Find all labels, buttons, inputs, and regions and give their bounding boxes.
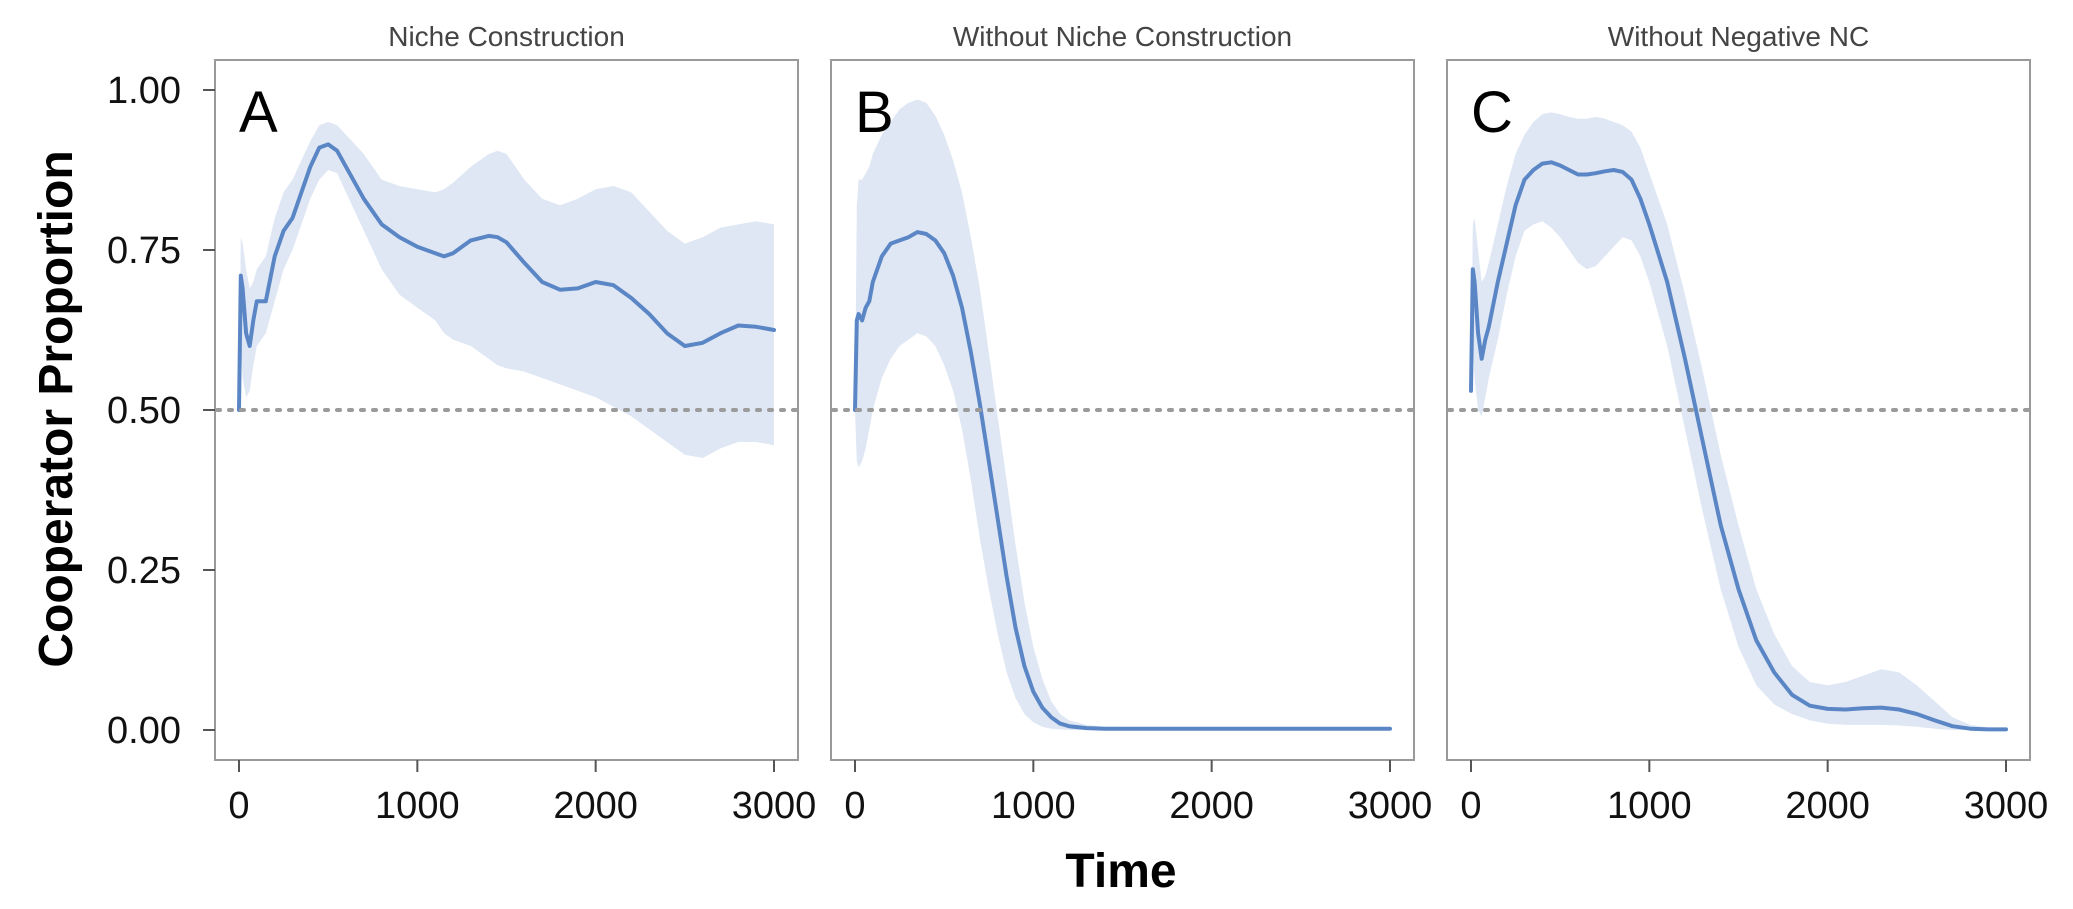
x-axis-label: Time: [1065, 845, 1176, 898]
x-tick-label: 3000: [732, 785, 817, 827]
confidence-band: [239, 122, 774, 458]
plot-frame: [830, 59, 1415, 761]
x-tick-label: 0: [1460, 785, 1481, 827]
plot-frame: [1446, 59, 2031, 761]
y-tick-label: 0.00: [107, 710, 181, 752]
mean-line: [853, 230, 1392, 731]
x-tick-label: 0: [228, 785, 249, 827]
panel-c: Without Negative NC C 0 1000 2000 3000: [1446, 21, 2049, 827]
panel-title: Without Negative NC: [1608, 21, 1869, 52]
x-tick-label: 1000: [991, 785, 1076, 827]
mean-line: [1469, 160, 2008, 732]
x-tick-label: 2000: [553, 785, 638, 827]
confidence-band: [1471, 112, 2006, 730]
panel-title: Without Niche Construction: [953, 21, 1292, 52]
x-tick-label: 1000: [1607, 785, 1692, 827]
y-tick-label: 1.00: [107, 70, 181, 112]
y-axis-label: Cooperator Proportion: [30, 150, 83, 667]
panels: Niche Construction A 0 1000 2000 3000 0.00 0.25…: [107, 21, 2048, 827]
y-tick-label: 0.75: [107, 230, 181, 272]
x-tick-label: 2000: [1169, 785, 1254, 827]
x-tick-label: 3000: [1348, 785, 1433, 827]
panel-label: A: [239, 80, 278, 145]
confidence-band: [855, 99, 1390, 731]
x-tick-label: 2000: [1785, 785, 1870, 827]
panel-title: Niche Construction: [388, 21, 625, 52]
y-tick-label: 0.50: [107, 390, 181, 432]
panel-label: B: [855, 80, 894, 145]
x-tick-label: 0: [844, 785, 865, 827]
panel-label: C: [1471, 80, 1513, 145]
x-tick-label: 3000: [1964, 785, 2049, 827]
mean-line: [237, 142, 776, 412]
y-tick-label: 0.25: [107, 550, 181, 592]
x-tick-label: 1000: [375, 785, 460, 827]
panel-b: Without Niche Construction B 0 1000 2000 3000: [830, 21, 1433, 827]
panel-a: Niche Construction A 0 1000 2000 3000 0.00 0.25…: [107, 21, 816, 827]
